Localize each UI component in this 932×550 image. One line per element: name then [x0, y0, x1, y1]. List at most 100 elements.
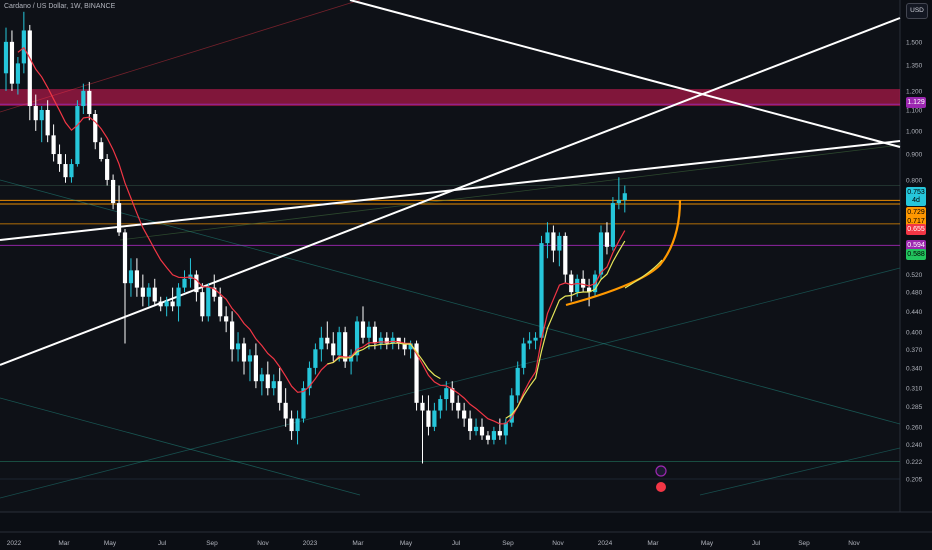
price-tick-label: 0.222 [906, 459, 923, 466]
price-tag-1: 0.753 [906, 186, 926, 198]
time-axis-label: May [400, 540, 413, 547]
candle-body [408, 343, 413, 350]
candle-body [253, 355, 258, 382]
candle-body [468, 418, 473, 432]
candle-body [194, 274, 199, 293]
candle-body [295, 418, 300, 432]
price-tick-label: 0.900 [906, 152, 923, 159]
candle-body [503, 422, 508, 436]
candle-body [354, 321, 360, 356]
guide-line-5 [119, 144, 901, 241]
candle-body [259, 374, 264, 382]
candle-body [146, 287, 151, 297]
candle-body [337, 332, 342, 356]
candle-body [450, 388, 455, 403]
time-axis-label: Nov [848, 540, 860, 547]
candle-body [610, 203, 615, 247]
candle-body [289, 418, 294, 432]
candle-body [360, 321, 366, 338]
candle-body [116, 203, 122, 233]
price-tag-5: 0.655 [906, 223, 926, 235]
currency-button[interactable]: USD [906, 3, 928, 19]
candle-body [479, 426, 485, 436]
candle-body [539, 243, 544, 338]
candle-body [325, 337, 330, 344]
candle-body [63, 164, 68, 178]
chart-title: Cardano / US Dollar, 1W, BINANCE [4, 3, 116, 10]
candle-body [206, 287, 211, 317]
time-axis-label: Nov [552, 540, 564, 547]
price-tick-label: 0.205 [906, 477, 923, 484]
candle-body [563, 235, 568, 275]
price-tick-label: 1.350 [906, 63, 923, 70]
candle-body [105, 159, 110, 180]
candle-body [384, 337, 389, 344]
candle-body [587, 287, 592, 293]
candle-body [598, 232, 604, 275]
candle-body [99, 142, 104, 160]
candle-body [128, 270, 134, 284]
price-tick-label: 1.000 [906, 128, 923, 135]
time-axis-label: Mar [352, 540, 364, 547]
trendline-2 [349, 0, 901, 148]
price-tick-label: 0.440 [906, 309, 923, 316]
ema-red-line [17, 46, 626, 425]
guide-line-0 [0, 179, 901, 425]
time-axis-label: Sep [206, 540, 218, 547]
candle-body [622, 193, 627, 201]
candle-body [75, 106, 80, 165]
price-tick-label: 0.340 [906, 365, 923, 372]
candle-body [241, 343, 247, 362]
candle-body [349, 355, 354, 362]
candle-body [247, 355, 253, 362]
price-tag-2: 4d 22h [906, 194, 926, 215]
candle-body [319, 337, 324, 350]
candle-body [307, 367, 312, 389]
ema-yellow-line [327, 240, 626, 419]
price-tick-label: 0.260 [906, 424, 923, 431]
price-tick-label: 0.285 [906, 404, 923, 411]
candle-body [15, 63, 20, 84]
candle-body [283, 402, 288, 419]
candle-body [509, 395, 514, 423]
candle-body [497, 431, 502, 436]
plot-area [0, 0, 900, 512]
candle-body [545, 232, 550, 244]
candle-body [200, 292, 205, 317]
candle-body [527, 340, 532, 344]
candle-body [462, 410, 467, 419]
candle-body [230, 321, 235, 350]
candle-body [111, 179, 116, 204]
price-tag-4: 0.717 [906, 215, 926, 227]
candle-body [616, 200, 621, 204]
candle-body [551, 232, 556, 251]
candle-body [81, 90, 86, 107]
candle-body [164, 301, 169, 307]
time-axis-label: May [701, 540, 714, 547]
candle-body [277, 381, 282, 403]
candle-body [271, 381, 276, 389]
candle-body [45, 109, 50, 136]
price-tick-label: 1.200 [906, 88, 923, 95]
candle-body [51, 135, 56, 155]
candle-body [521, 343, 526, 368]
candle-body [396, 337, 401, 344]
price-tick-label: 0.800 [906, 177, 923, 184]
candle-body [414, 343, 419, 403]
candle-body [491, 431, 496, 440]
price-tick-label: 0.480 [906, 290, 923, 297]
candle-body [212, 287, 217, 297]
candle-body [152, 287, 157, 302]
time-axis-label: 2024 [598, 540, 613, 547]
candle-body [485, 435, 491, 440]
time-axis-label: Mar [647, 540, 659, 547]
candle-body [515, 367, 520, 396]
candle-body [372, 326, 377, 344]
candle-body [575, 278, 580, 293]
candle-body [158, 301, 163, 307]
candle-body [69, 164, 74, 178]
time-axis-label: Sep [502, 540, 514, 547]
candle-body [473, 426, 479, 432]
